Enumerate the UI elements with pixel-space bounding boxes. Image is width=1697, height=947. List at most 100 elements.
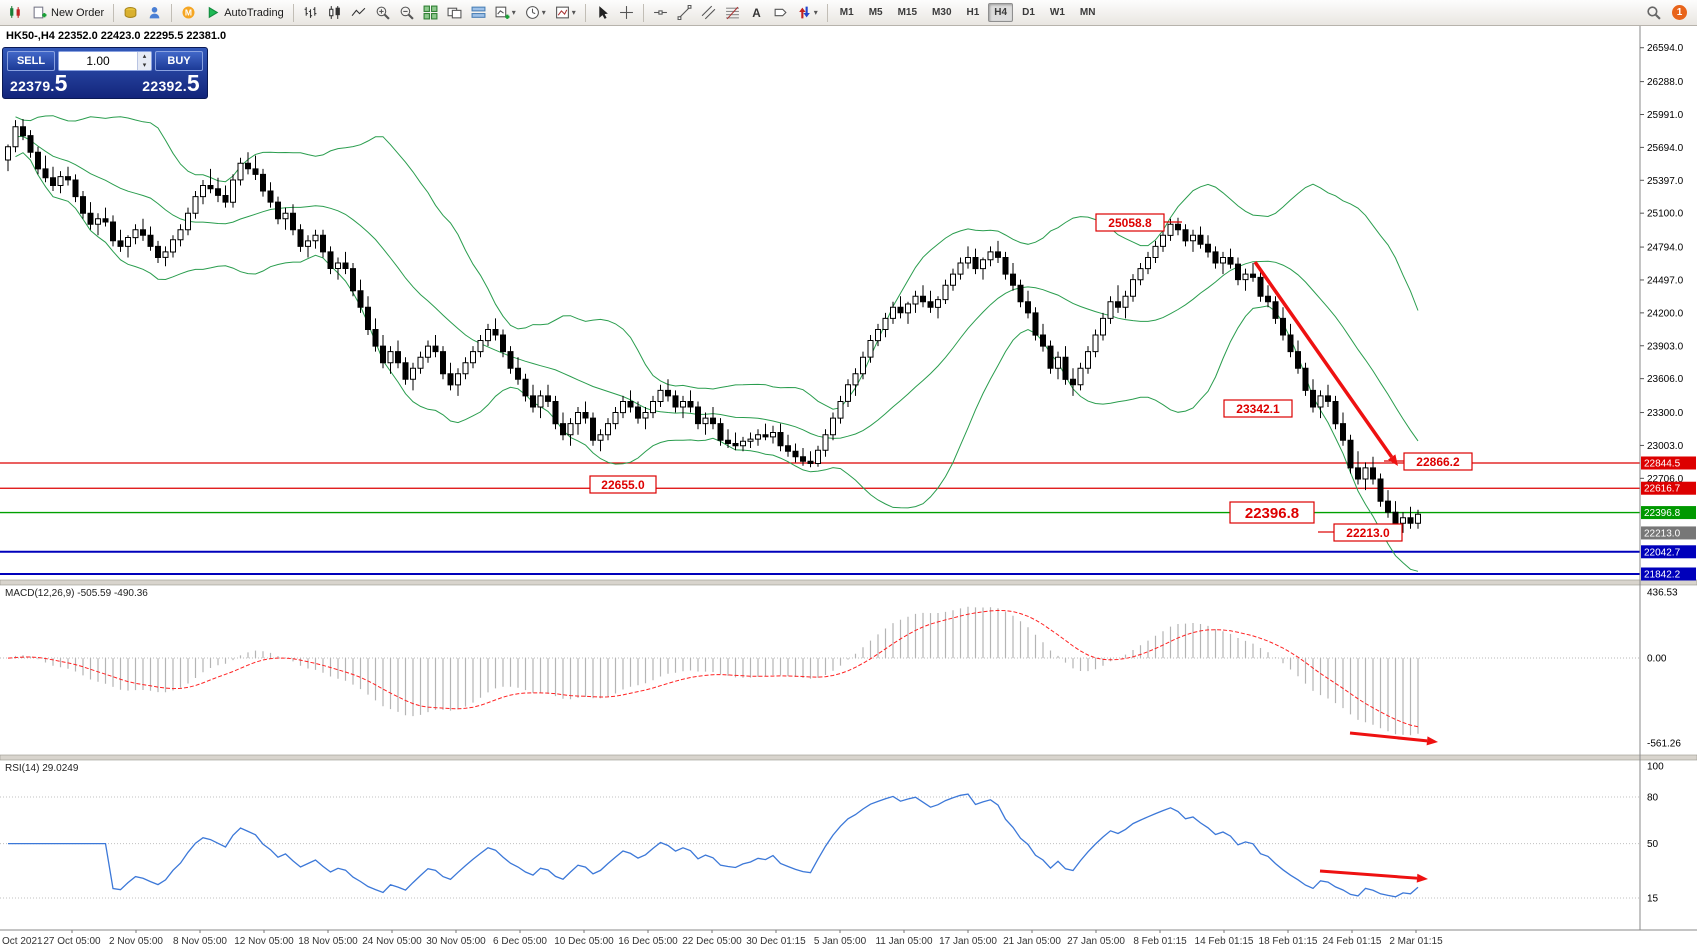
search-icon [1647, 6, 1661, 20]
new-chart-icon [495, 6, 510, 19]
timeframe-button-h4[interactable]: H4 [988, 3, 1014, 22]
time-label: 27 Oct 05:00 [43, 936, 101, 947]
buy-button[interactable]: BUY [155, 51, 203, 71]
text-label-button[interactable] [769, 3, 792, 22]
new-order-button[interactable]: New Order [28, 3, 108, 22]
templates-button[interactable]: ▾ [551, 3, 580, 22]
time-label: 24 Feb 01:15 [1323, 936, 1382, 947]
chart-area: 25058.8 23342.1 22866.2 22655.0 22396.8 22213… [0, 26, 1697, 947]
price-axis-tag: 22844.5 [1641, 456, 1696, 470]
fibonacci-button[interactable] [721, 3, 744, 22]
price-tick-label: 22706.0 [1647, 474, 1684, 485]
panel-splitter-2[interactable] [0, 754, 1697, 761]
time-label: 5 Jan 05:00 [814, 936, 867, 947]
time-label: 24 Nov 05:00 [362, 936, 422, 947]
crosshair-button[interactable] [615, 3, 638, 22]
sell-price-main: 22379. [10, 77, 55, 94]
dropdown-caret-icon[interactable]: ▾ [813, 8, 818, 17]
community-button[interactable] [143, 3, 166, 22]
dropdown-caret-icon[interactable]: ▾ [511, 8, 516, 17]
cascade-windows-button[interactable] [443, 3, 466, 22]
chart-window-menu-button[interactable] [4, 3, 27, 22]
cursor-button[interactable] [591, 3, 614, 22]
volume-input[interactable] [59, 52, 137, 70]
chart-ohlc-title: HK50-,H4 22352.0 22423.0 22295.5 22381.0 [6, 30, 227, 42]
zoom-in-button[interactable] [371, 3, 394, 22]
timeframe-button-m1[interactable]: M1 [839, 7, 854, 18]
timeframe-button-m30[interactable]: M30 [932, 7, 952, 18]
price-tag-box [1641, 481, 1696, 495]
deposit-button[interactable] [119, 3, 142, 22]
timeframe-button-w1[interactable]: W1 [1049, 7, 1065, 18]
price-callout-label[interactable]: 25058.8 [1095, 213, 1182, 232]
periods-icon [525, 6, 539, 19]
trend-arrow-object[interactable] [1253, 260, 1398, 466]
panel-splitter-1[interactable] [0, 579, 1697, 586]
trend-arrow-object[interactable] [1349, 731, 1438, 746]
callout-box [589, 475, 657, 494]
notification-badge[interactable]: 1 [1672, 5, 1687, 20]
sell-price[interactable]: 22379. 5 [10, 72, 68, 94]
time-label: 8 Feb 01:15 [1133, 936, 1187, 947]
price-callout-label[interactable]: 22866.2 [1384, 452, 1473, 471]
macd-signal-line [7, 609, 1419, 728]
search-button[interactable] [1642, 3, 1665, 22]
price-callout-label[interactable]: 22655.0 [589, 475, 657, 494]
price-callout-label[interactable]: 22396.8 [1229, 501, 1315, 524]
bar-chart-mode-button[interactable] [299, 3, 322, 22]
price-tick-label: 25991.0 [1647, 110, 1684, 121]
time-label: 6 Dec 05:00 [493, 936, 547, 947]
sell-button[interactable]: SELL [7, 51, 55, 71]
rsi-axis-label: 15 [1647, 894, 1659, 905]
price-tick-label: 24794.0 [1647, 243, 1684, 254]
zoom-out-button[interactable] [395, 3, 418, 22]
new-chart-button[interactable]: ▾ [491, 3, 520, 22]
timeframe-button-mn[interactable]: MN [1079, 7, 1096, 18]
macd-indicator-label: MACD(12,26,9) -505.59 -490.36 [5, 588, 148, 599]
volume-down-icon[interactable]: ▾ [142, 62, 147, 69]
horizontal-line-button[interactable] [649, 3, 672, 22]
chart-window-menu-icon [10, 6, 20, 18]
equidistant-channel-button[interactable] [697, 3, 720, 22]
deposit-icon [124, 7, 137, 18]
one-click-trading-panel: SELL ▴ ▾ BUY 22379. 5 22392. 5 [2, 47, 208, 99]
price-callout-label[interactable]: 23342.1 [1223, 399, 1293, 418]
candlestick-series [5, 119, 1421, 533]
periods-button[interactable]: ▾ [521, 3, 550, 22]
text-button[interactable]: A [745, 3, 768, 22]
timeframe-button-h1[interactable]: H1 [966, 7, 980, 18]
callout-box [1095, 213, 1165, 232]
timeframe-button-m15[interactable]: M15 [897, 7, 918, 18]
bar-chart-mode-icon [304, 7, 317, 18]
arrows-button[interactable]: ▾ [793, 3, 822, 22]
bollinger-lower-band [15, 152, 1419, 572]
time-label: 21 Jan 05:00 [1003, 936, 1061, 947]
bull-candle-bodies [5, 126, 1421, 524]
autotrading-button[interactable]: AutoTrading [201, 3, 288, 22]
dropdown-caret-icon[interactable]: ▾ [571, 8, 576, 17]
price-tag-box [1641, 545, 1696, 559]
volume-up-icon[interactable]: ▴ [142, 53, 147, 60]
price-callout-label[interactable]: 22213.0 [1318, 523, 1403, 542]
price-axis-tag: 22616.7 [1641, 481, 1696, 495]
time-axis[interactable]: Oct 2021 27 Oct 05:00 2 Nov 05:00 8 Nov 05:… [2, 930, 1443, 947]
mql5-button[interactable]: M [177, 3, 200, 22]
macd-panel [0, 606, 1640, 746]
price-axis[interactable]: 26594.0 26288.0 25991.0 25694.0 25397.0 25100… [1640, 43, 1696, 905]
trendline-button[interactable] [673, 3, 696, 22]
mql5-icon: M [182, 6, 195, 19]
timeframe-button-d1[interactable]: D1 [1022, 7, 1035, 18]
community-icon [149, 7, 160, 19]
timeframe-button-m5[interactable]: M5 [868, 7, 883, 18]
line-chart-mode-button[interactable] [347, 3, 370, 22]
chart-canvas[interactable]: 25058.8 23342.1 22866.2 22655.0 22396.8 22213… [0, 26, 1697, 947]
buy-price[interactable]: 22392. 5 [142, 72, 200, 94]
cascade-windows-icon [447, 7, 462, 19]
tile-windows-button[interactable] [419, 3, 442, 22]
dropdown-caret-icon[interactable]: ▾ [541, 8, 546, 17]
arrange-horizontal-button[interactable] [467, 3, 490, 22]
new-order-icon [33, 6, 47, 19]
candlestick-mode-button[interactable] [323, 3, 346, 22]
line-chart-mode-icon [351, 7, 366, 17]
trend-arrow-object[interactable] [1319, 869, 1428, 883]
